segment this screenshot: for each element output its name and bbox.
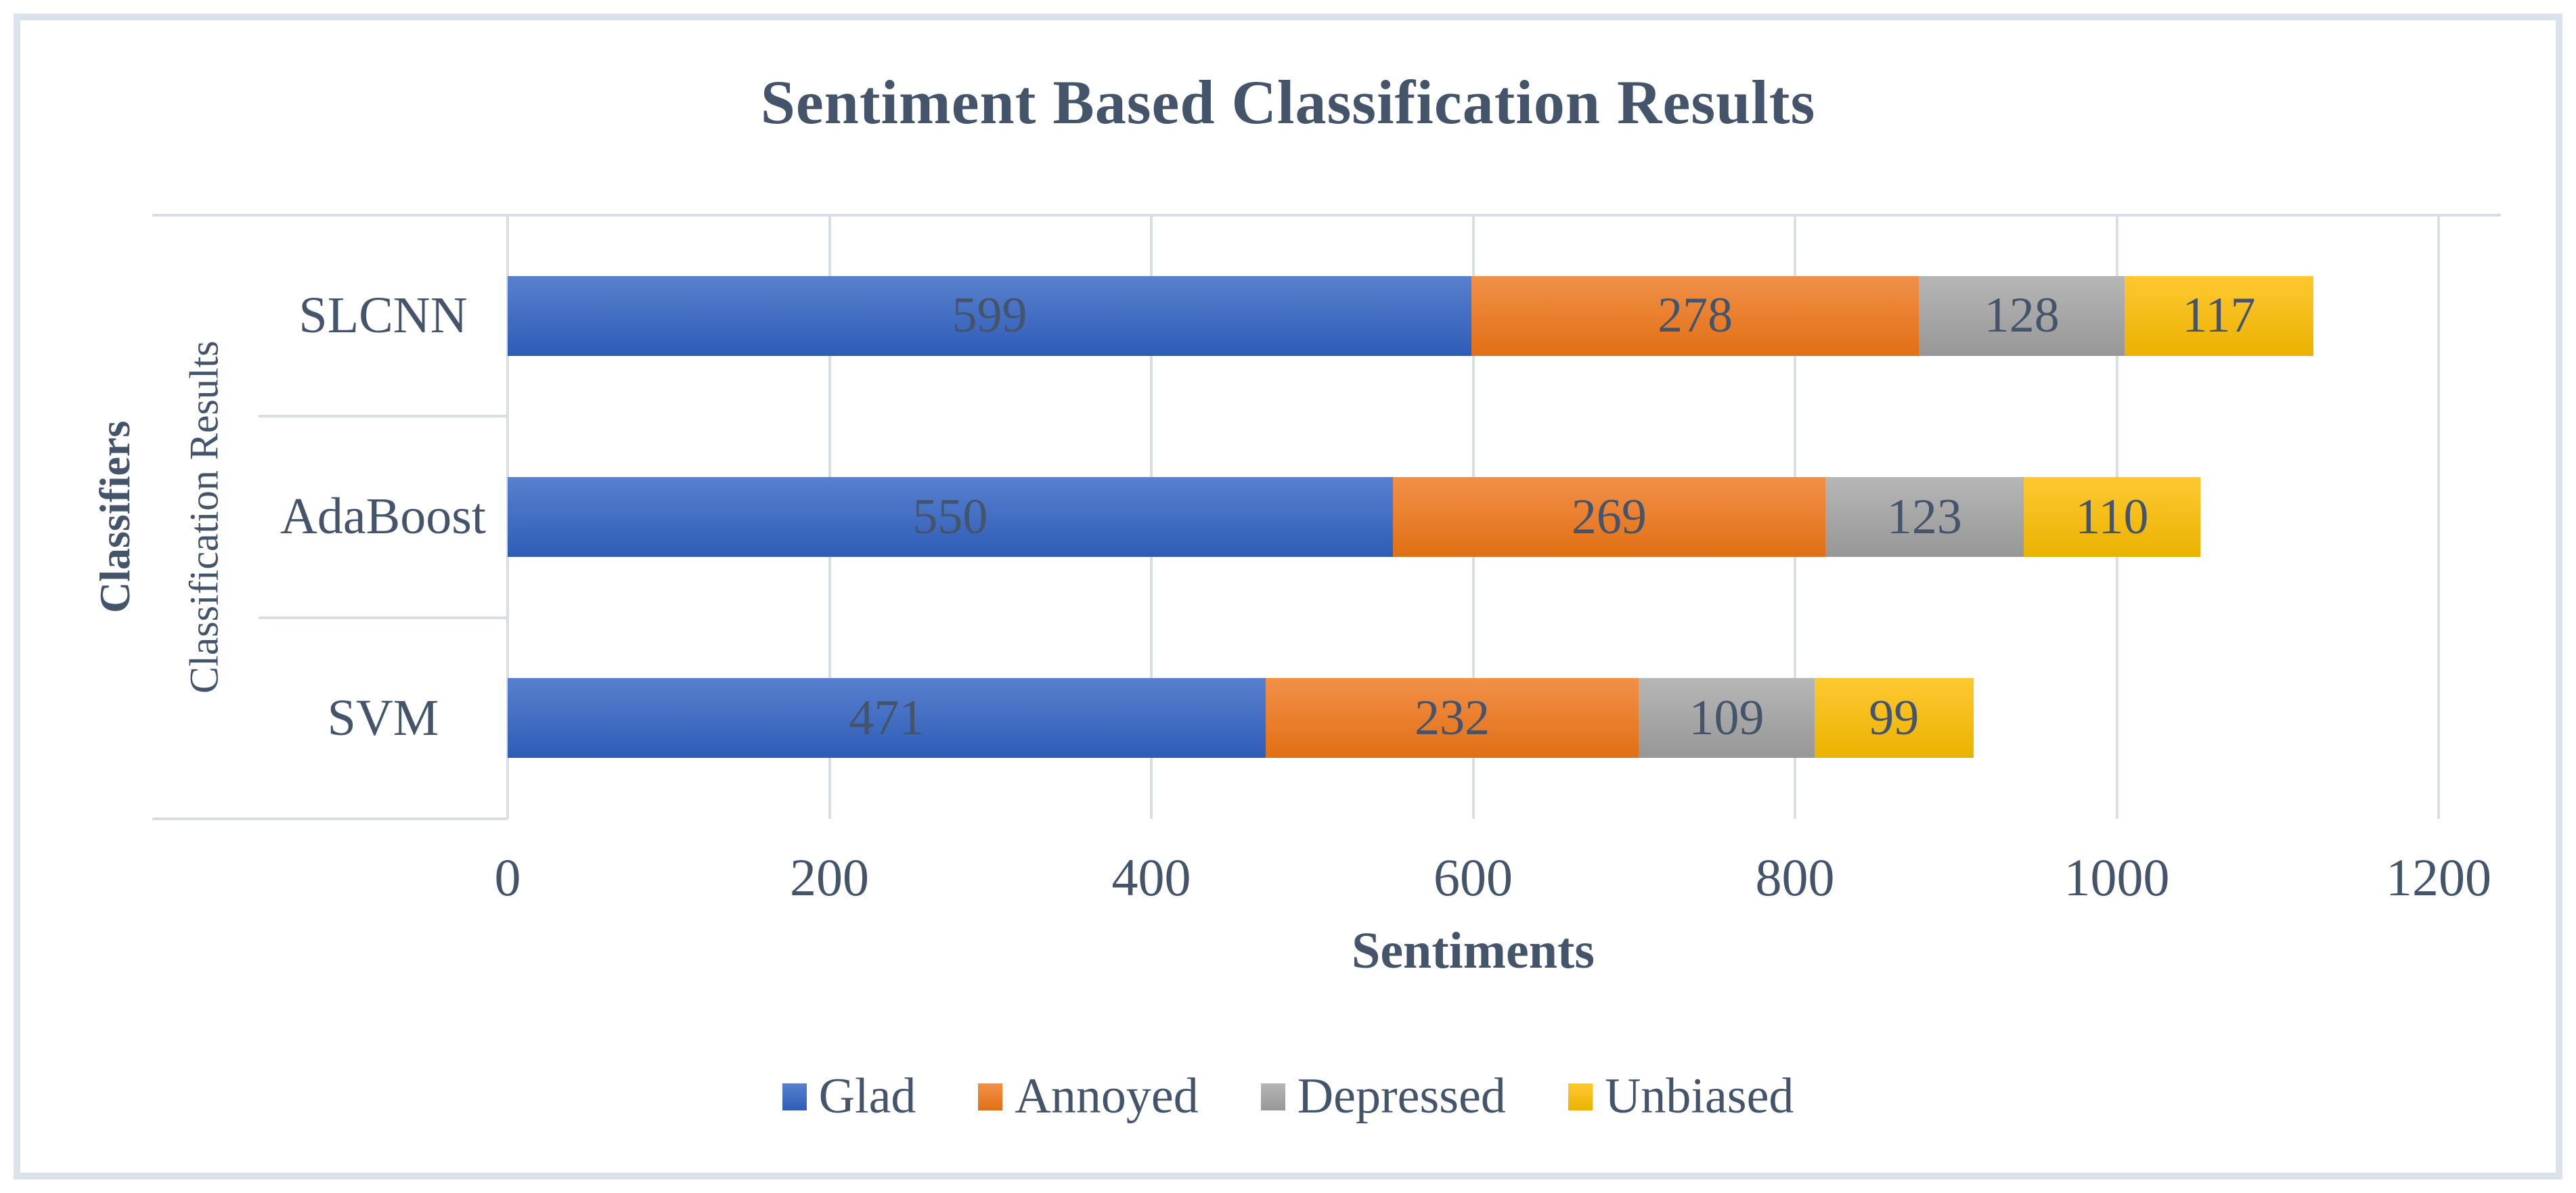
legend-label: Depressed (1297, 1068, 1506, 1124)
category-label: SVM (327, 689, 439, 746)
bar-segment: 109 (1639, 678, 1815, 759)
legend-label: Annoyed (1015, 1068, 1199, 1124)
bar-segment: 599 (508, 275, 1472, 356)
bar-segment: 110 (2023, 477, 2201, 557)
bar-value-label: 599 (952, 288, 1027, 344)
category-axis-bottom-border (152, 817, 508, 820)
bar-segment: 128 (1919, 275, 2125, 356)
legend-item: Glad (782, 1068, 916, 1125)
bar-value-label: 117 (2182, 288, 2256, 344)
category-label: SLCNN (298, 287, 468, 344)
legend-swatch (1260, 1083, 1285, 1110)
bar-segment: 278 (1471, 275, 1919, 356)
category-group-label: Classification Results (181, 340, 227, 694)
legend-item: Unbiased (1568, 1068, 1794, 1125)
bar-value-label: 471 (849, 690, 925, 746)
bar-row: 599 278 128 117 (508, 275, 2313, 356)
gridline (2437, 215, 2440, 819)
category-label: AdaBoost (280, 488, 486, 545)
legend-item: Depressed (1260, 1068, 1506, 1125)
legend-swatch (782, 1083, 807, 1110)
x-tick-label: 1000 (2064, 848, 2170, 907)
chart-border-frame (14, 14, 2562, 1179)
x-tick-label: 400 (1111, 848, 1191, 907)
x-tick-label: 800 (1755, 848, 1835, 907)
bar-value-label: 278 (1658, 288, 1733, 344)
x-axis-title: Sentiments (1352, 922, 1595, 979)
bar-segment: 232 (1265, 678, 1639, 759)
bar-segment: 117 (2125, 275, 2313, 356)
bar-value-label: 232 (1415, 690, 1490, 746)
bar-segment: 99 (1814, 678, 1974, 759)
bar-row: 550 269 123 110 (508, 477, 2201, 557)
legend-item: Annoyed (978, 1068, 1199, 1125)
category-box-separator (259, 616, 508, 619)
category-box-separator (259, 415, 508, 418)
y-axis-title: Classifiers (91, 420, 139, 614)
bar-value-label: 123 (1886, 489, 1962, 545)
x-tick-label: 1200 (2386, 848, 2491, 907)
legend-label: Glad (818, 1068, 916, 1124)
bar-segment: 123 (1825, 477, 2024, 557)
x-tick-label: 200 (790, 848, 869, 907)
bar-value-label: 128 (1984, 288, 2060, 344)
bar-segment: 471 (508, 678, 1266, 759)
bar-value-label: 109 (1689, 690, 1764, 746)
legend-swatch (978, 1083, 1003, 1110)
bar-value-label: 110 (2075, 489, 2149, 545)
x-tick-label: 600 (1434, 848, 1513, 907)
plot-top-border (152, 214, 2501, 217)
bar-row: 471 232 109 99 (508, 678, 1974, 759)
legend-swatch (1568, 1083, 1593, 1110)
x-tick-label: 0 (494, 848, 521, 907)
chart-title: Sentiment Based Classification Results (760, 68, 1816, 137)
bar-value-label: 99 (1869, 690, 1919, 746)
bar-value-label: 550 (912, 489, 988, 545)
legend-label: Unbiased (1604, 1068, 1794, 1124)
bar-segment: 269 (1392, 477, 1826, 557)
bar-segment: 550 (508, 477, 1393, 557)
bar-value-label: 269 (1571, 489, 1647, 545)
legend: Glad Annoyed Depressed Unbiased (0, 1068, 2576, 1125)
